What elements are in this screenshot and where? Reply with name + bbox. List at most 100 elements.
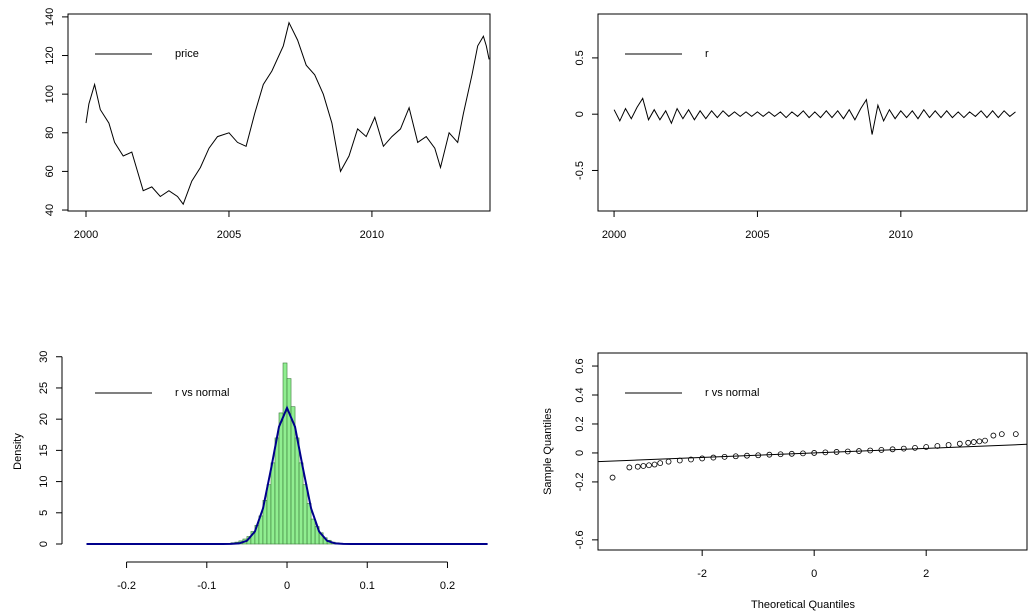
y-tick-label: 15 bbox=[38, 444, 50, 456]
y-axis-label: Sample Quantiles bbox=[542, 408, 554, 495]
hist-bar bbox=[286, 378, 292, 545]
x-tick-label: 2010 bbox=[360, 229, 384, 241]
x-tick-label: 2 bbox=[923, 568, 929, 580]
y-tick-label: 0.2 bbox=[574, 416, 586, 431]
qq-point bbox=[811, 450, 818, 456]
qq-point bbox=[998, 431, 1005, 438]
hist-bar bbox=[278, 412, 284, 545]
qq-point bbox=[867, 447, 874, 454]
qq-point bbox=[609, 474, 616, 481]
qq-point bbox=[1012, 431, 1019, 438]
qq-point bbox=[699, 455, 706, 462]
y-tick-label: 40 bbox=[44, 204, 56, 216]
qq-point bbox=[788, 450, 795, 457]
qq-point bbox=[744, 452, 750, 459]
y-tick-label: 0 bbox=[574, 450, 586, 456]
qq-point bbox=[755, 452, 762, 459]
y-tick-label: 0.4 bbox=[574, 387, 586, 402]
y-tick-label: 100 bbox=[44, 85, 56, 103]
x-tick-label: 0.1 bbox=[360, 580, 375, 592]
y-tick-label: -0.2 bbox=[574, 472, 586, 491]
y-tick-label: 120 bbox=[44, 46, 56, 64]
qq-point bbox=[676, 457, 683, 464]
y-tick-label: 0.5 bbox=[574, 50, 586, 65]
qq-point bbox=[970, 439, 977, 445]
legend-label: r bbox=[705, 48, 709, 60]
hist-bar bbox=[282, 362, 288, 545]
y-tick-label: -0.6 bbox=[574, 530, 586, 549]
qq-point bbox=[777, 451, 784, 458]
y-axis-label: Density bbox=[12, 433, 24, 470]
qq-point bbox=[688, 456, 694, 463]
qq-point bbox=[912, 444, 918, 451]
qq-point bbox=[934, 443, 941, 449]
x-axis-label: Theoretical Quantiles bbox=[751, 599, 855, 611]
x-tick-label: -0.2 bbox=[117, 580, 136, 592]
qq-point bbox=[945, 442, 952, 448]
qq-point bbox=[982, 437, 988, 444]
qq-line bbox=[597, 443, 1028, 463]
qq-point bbox=[710, 454, 717, 461]
legend-label: price bbox=[175, 48, 199, 60]
y-tick-label: -0.5 bbox=[574, 161, 586, 180]
plot-box bbox=[597, 13, 1028, 212]
y-tick-label: 0 bbox=[574, 111, 586, 117]
qq-point bbox=[878, 447, 885, 453]
hist-bar bbox=[266, 484, 272, 545]
plot-box bbox=[67, 13, 491, 212]
hist-bar bbox=[302, 484, 308, 545]
qq-point bbox=[651, 461, 658, 468]
y-tick-label: 140 bbox=[44, 8, 56, 26]
hist-bar bbox=[298, 462, 304, 545]
plot-box bbox=[597, 352, 1028, 551]
legend-label: r vs normal bbox=[175, 387, 229, 399]
qq-point bbox=[844, 448, 851, 455]
price-line bbox=[613, 97, 1016, 135]
x-tick-label: -0.1 bbox=[197, 580, 216, 592]
y-tick-label: 10 bbox=[38, 475, 50, 487]
qq-point bbox=[657, 460, 664, 466]
x-tick-label: 0.2 bbox=[440, 580, 455, 592]
qq-point bbox=[640, 463, 647, 469]
qq-point bbox=[665, 458, 672, 465]
y-tick-label: 0 bbox=[38, 541, 50, 547]
y-tick-label: 5 bbox=[38, 510, 50, 516]
qq-point bbox=[900, 445, 907, 452]
x-tick-label: 0 bbox=[284, 580, 290, 592]
qq-point bbox=[721, 453, 728, 460]
hist-bar bbox=[294, 437, 300, 545]
y-tick-label: 30 bbox=[38, 351, 50, 363]
y-tick-label: 25 bbox=[38, 382, 50, 394]
x-tick-label: 0 bbox=[811, 568, 817, 580]
density-curve bbox=[86, 405, 488, 545]
x-tick-label: 2005 bbox=[745, 229, 769, 241]
qq-point bbox=[766, 451, 773, 458]
qq-point bbox=[800, 450, 806, 457]
x-tick-label: 2000 bbox=[74, 229, 98, 241]
qq-point bbox=[732, 453, 739, 460]
y-tick-label: 0.6 bbox=[574, 358, 586, 373]
hist-bar bbox=[310, 518, 316, 545]
qq-point bbox=[990, 432, 997, 439]
y-tick-label: 80 bbox=[44, 127, 56, 139]
hist-bar bbox=[270, 462, 276, 545]
qq-point bbox=[856, 448, 862, 454]
qq-point bbox=[634, 463, 641, 470]
qq-point bbox=[889, 446, 896, 453]
qq-point bbox=[626, 464, 633, 471]
qq-point bbox=[646, 462, 652, 469]
qq-point bbox=[822, 449, 829, 456]
x-tick-label: -2 bbox=[697, 568, 707, 580]
legend-label: r vs normal bbox=[705, 387, 759, 399]
qq-point bbox=[833, 449, 840, 455]
y-tick-label: 20 bbox=[38, 413, 50, 425]
y-tick-label: 60 bbox=[44, 165, 56, 177]
price-line bbox=[85, 21, 490, 206]
qq-point bbox=[965, 439, 972, 446]
qq-point bbox=[976, 438, 983, 445]
x-tick-label: 2005 bbox=[217, 229, 241, 241]
x-tick-label: 2010 bbox=[889, 229, 913, 241]
x-tick-label: 2000 bbox=[602, 229, 626, 241]
qq-point bbox=[923, 444, 930, 450]
